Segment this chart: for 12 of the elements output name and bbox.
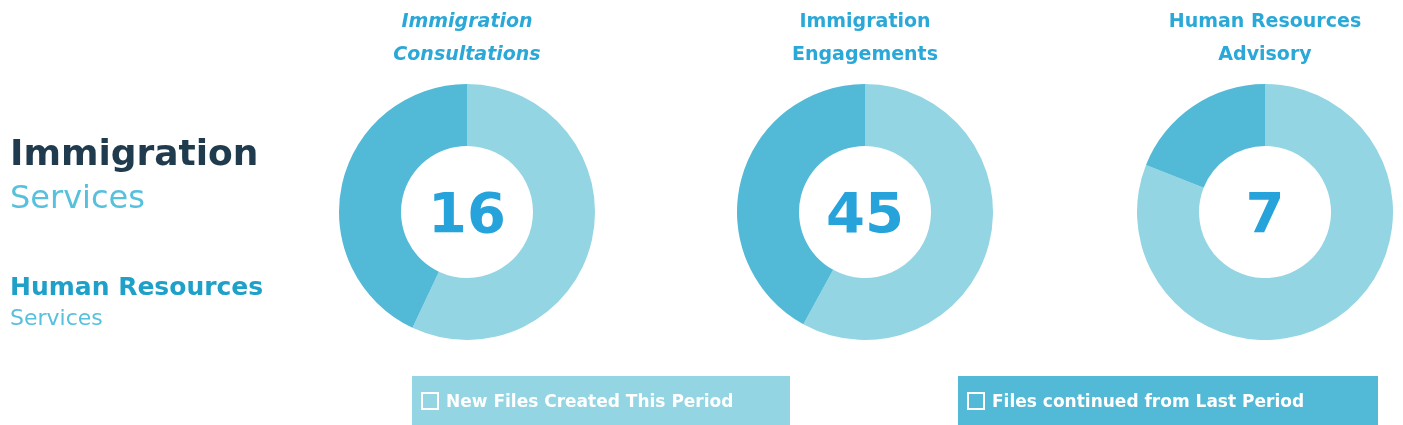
text: 45 [826,180,904,245]
legend-label: New Files Created This Period [446,391,734,411]
text: Services [10,178,145,216]
slice-label: Immigration Consultations [393,9,541,64]
slice-label: Immigration Engagements [791,9,939,64]
slice-label: Human Resources Advisory [1168,9,1362,64]
legend-label: Files continued from Last Period [992,391,1305,411]
text: 7 [1245,180,1285,245]
text: Immigration [10,132,259,173]
text: Services [10,305,103,330]
text: Human Resources [10,272,264,301]
text: 16 [428,180,506,245]
